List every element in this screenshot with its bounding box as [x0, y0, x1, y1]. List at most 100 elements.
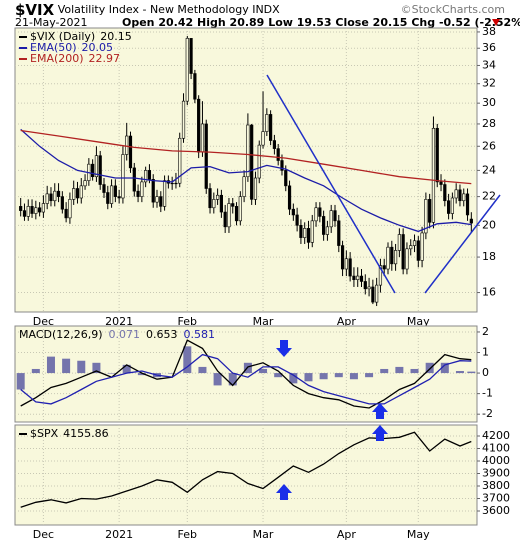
plot-area: [14, 424, 478, 526]
quote-label: Chg: [411, 16, 435, 29]
candle-body: [371, 286, 375, 303]
y-tick-label: 18: [482, 250, 496, 263]
candle-body: [359, 275, 364, 282]
candle-body: [140, 181, 144, 197]
y-tick-label: 34: [482, 58, 496, 71]
candle-body: [26, 206, 30, 217]
x-tick-label: Dec: [33, 315, 54, 328]
legend-value: 0.071: [109, 328, 141, 341]
histogram-bar: [243, 362, 252, 374]
y-tick-label: 20: [482, 218, 496, 231]
x-tick-label: Apr: [337, 528, 357, 540]
candle-body: [219, 194, 223, 213]
candle-body: [68, 199, 72, 219]
quote-label: High: [197, 16, 226, 29]
histogram-bar: [304, 373, 313, 382]
line: [20, 353, 472, 405]
histogram-bar: [77, 360, 86, 374]
plot-area: [14, 325, 478, 423]
candle-body: [109, 185, 114, 204]
candle-body: [38, 207, 42, 213]
histogram-bar: [228, 373, 237, 386]
x-tick-label: Apr: [337, 315, 357, 328]
histogram-bar: [213, 373, 222, 386]
candle-body: [424, 199, 428, 234]
candle-body: [238, 196, 242, 222]
y-tick-label: 32: [482, 77, 496, 90]
histogram-bar: [198, 366, 207, 374]
arrow: [276, 340, 292, 357]
histogram-bar: [319, 373, 328, 380]
security-name: Volatility Index - New Methodology: [58, 3, 249, 16]
candle-body: [420, 232, 424, 261]
legend-value: 20.05: [82, 41, 114, 54]
candle-body: [162, 180, 167, 207]
candle-body: [242, 176, 246, 197]
candle-body: [178, 137, 182, 184]
quote: Open 20.42 High 20.89 Low 19.53 Close 20…: [122, 16, 520, 29]
histogram-bar: [440, 362, 449, 374]
candle-body: [41, 203, 46, 213]
candle-body: [287, 185, 292, 210]
candle-body: [348, 258, 352, 277]
candle-body: [94, 155, 99, 178]
histogram-bar: [62, 358, 71, 374]
candle-body: [174, 182, 178, 185]
candle-body: [30, 206, 34, 214]
y-tick-label: -2: [482, 407, 493, 420]
candle-body: [356, 275, 360, 280]
candle-body: [382, 265, 386, 270]
histogram-bar: [31, 368, 40, 374]
quote-label: Open: [122, 16, 155, 29]
candle-body: [375, 284, 379, 303]
candle-body: [272, 140, 277, 149]
legend-value: 22.97: [89, 52, 121, 65]
y-tick-label: 3700: [482, 492, 510, 505]
line: [20, 129, 472, 185]
candle-body: [450, 197, 454, 214]
histogram-bar: [122, 364, 131, 374]
legend-value: 4155.86: [63, 427, 109, 440]
candle-body: [322, 216, 326, 235]
quote-label: Close: [335, 16, 368, 29]
candle-body: [136, 190, 140, 197]
candle-body: [223, 211, 227, 228]
x-tick-label: May: [407, 315, 430, 328]
candle-body: [397, 234, 401, 251]
legend-value: 20.15: [100, 30, 132, 43]
candle-body: [121, 154, 125, 199]
candle-body: [363, 281, 367, 290]
candle-body: [215, 194, 220, 200]
candle-body: [60, 196, 64, 210]
candle-body: [155, 196, 159, 203]
histogram-bar: [349, 373, 358, 380]
histogram-bar: [365, 373, 374, 378]
legend-name: $VIX (Daily): [30, 30, 95, 43]
candle-body: [428, 199, 432, 223]
candle-body: [265, 114, 269, 132]
y-tick-label: 30: [482, 96, 496, 109]
source: ©StockCharts.com: [401, 3, 505, 16]
line: [20, 431, 472, 508]
candle-body: [462, 193, 466, 202]
down-indicator: [492, 19, 500, 26]
histogram-bar: [107, 373, 116, 374]
histogram-bar: [380, 368, 389, 374]
candle-body: [269, 114, 273, 141]
quote-value: 20.89: [230, 16, 265, 29]
candle-body: [72, 188, 76, 200]
candle-body: [378, 265, 383, 286]
candle-body: [147, 170, 152, 180]
x-tick-label: Mar: [253, 528, 274, 540]
y-tick-label: 3600: [482, 504, 510, 517]
candle-body: [132, 167, 136, 192]
candle-body: [306, 228, 311, 243]
histogram-bar: [137, 373, 146, 376]
candle-body: [340, 245, 345, 270]
y-tick-label: 22: [482, 190, 496, 203]
quote-value: 20.15: [373, 16, 408, 29]
candle-body: [435, 127, 439, 183]
histogram-bar: [168, 373, 177, 374]
